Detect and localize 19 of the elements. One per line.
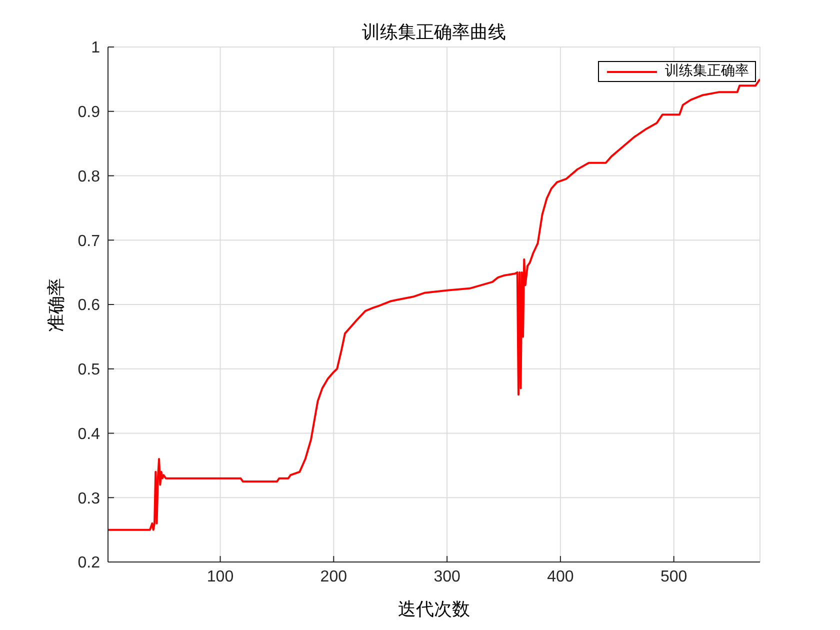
x-tick-label: 300 [434,568,460,586]
y-tick-label: 0.2 [78,554,100,572]
x-tick-label: 400 [547,568,574,586]
y-tick-label: 1 [91,40,100,57]
y-tick-label: 0.3 [78,490,100,508]
y-tick-label: 0.7 [78,232,100,250]
x-tick-label: 200 [320,568,348,586]
x-axis-title: 迭代次数 [397,598,471,621]
line-series [108,78,760,531]
y-tick-label: 0.9 [78,104,100,122]
x-tick-label: 100 [206,568,234,586]
y-tick-label: 0.5 [78,362,100,379]
y-tick-label: 0.6 [78,297,100,314]
chart-title: 训练集正确率曲线 [361,21,507,44]
x-tick-label: 500 [660,568,688,586]
y-tick-label: 0.8 [78,168,100,186]
legend-label: 训练集正确率 [665,62,749,81]
y-axis-title: 准确率 [45,276,68,334]
y-tick-label: 0.4 [78,426,100,443]
